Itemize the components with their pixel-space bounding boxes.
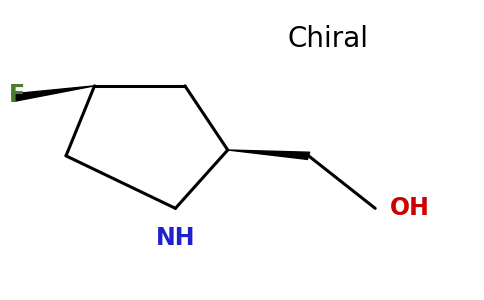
Text: Chiral: Chiral: [287, 25, 368, 53]
Polygon shape: [12, 86, 94, 101]
Text: F: F: [9, 82, 25, 106]
Polygon shape: [228, 150, 310, 159]
Text: NH: NH: [156, 226, 195, 250]
Text: OH: OH: [390, 196, 429, 220]
